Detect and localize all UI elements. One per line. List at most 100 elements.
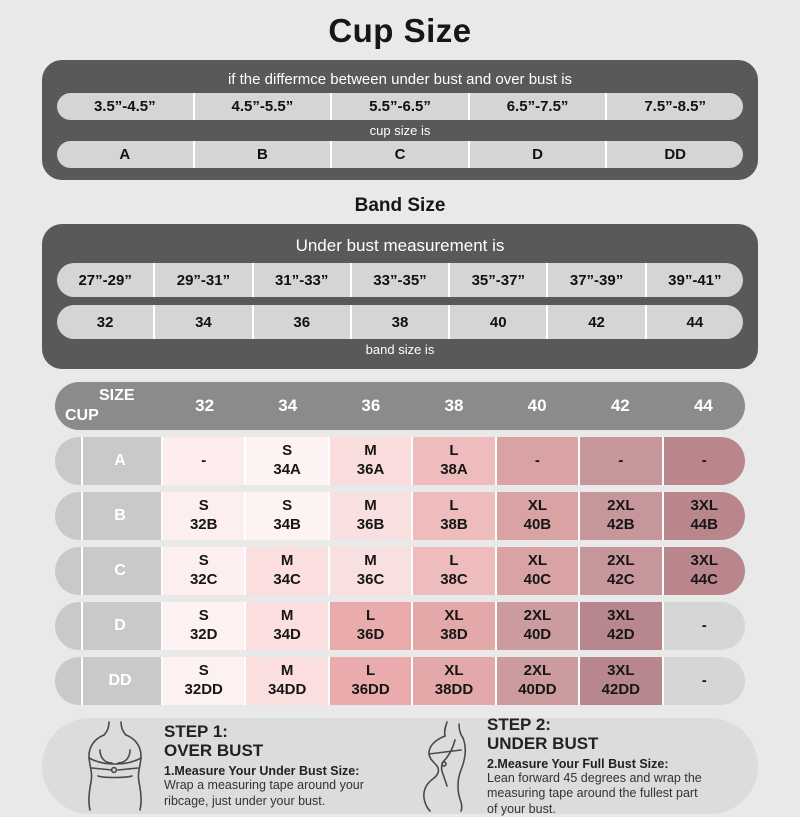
step-2-title: STEP 2: UNDER BUST [487,715,705,753]
instructions-pill: STEP 1: OVER BUST 1.Measure Your Under B… [42,715,758,817]
cup-row-label: DD [55,657,161,705]
cup-size-is-label: cup size is [369,123,431,138]
matrix-cell: - [161,437,245,485]
step-2-text: STEP 2: UNDER BUST 2.Measure Your Full B… [487,715,705,817]
cup-row-label: B [55,492,161,540]
matrix-column-header: 44 [693,396,713,415]
matrix-cell: - [578,437,662,485]
cup-letter-cell: C [330,141,468,168]
matrix-cell: - [494,437,579,485]
cup-range-cell: 7.5”-8.5” [605,93,743,120]
band-range-cell: 29”-31” [153,263,252,297]
page-title: Cup Size [328,12,472,49]
matrix-cell: 3XL 42D [578,602,662,650]
step-1-lead: 1.Measure Your Under Bust Size: [164,764,360,779]
step-2-body: Lean forward 45 degrees and wrap the mea… [487,770,702,816]
matrix-row: DD S 32DD M 34DD L 36DD XL 38DD 2XL 40DD 3XL 42DD - [55,657,745,705]
cup-range-cell: 5.5”-6.5” [330,93,468,120]
band-range-cell: 33”-35” [349,263,449,297]
matrix-cell: 3XL 44B [661,492,745,540]
matrix-body: A - S 34A M 36A L 38A - - - B S 32B S 34B M 36B L 38B XL 40B 2… [55,437,745,705]
band-number-cell: 38 [349,305,449,339]
matrix-cell: M 36A [327,437,412,485]
matrix-cell: M 36C [327,547,412,595]
band-range-cell: 27”-29” [57,263,154,297]
matrix-cell: - [661,437,745,485]
band-panel-header: Under bust measurement is [295,236,505,255]
matrix-cell: L 38A [411,437,495,485]
band-number-cell: 42 [546,305,645,339]
matrix-cell: L 38B [411,492,495,540]
cup-range-cell: 6.5”-7.5” [467,93,606,120]
band-range-row: 27”-29” 29”-31” 31”-33” 33”-35” 35”-37” 37”-3… [57,263,743,297]
cup-range-cell: 4.5”-5.5” [192,93,331,120]
band-size-title: Band Size [354,195,446,216]
matrix-row: C S 32C M 34C M 36C L 38C XL 40C 2XL 42C 3XL 44C [55,547,745,595]
matrix-cell: XL 40B [494,492,579,540]
band-number-cell: 34 [153,305,252,339]
cup-letter-cell: D [467,141,606,168]
matrix-cell: M 36B [327,492,412,540]
matrix-cell: L 36D [327,602,412,650]
matrix-cell: 2XL 42C [578,547,662,595]
band-range-cell: 39”-41” [644,263,743,297]
matrix-corner: SIZE CUP [55,382,163,430]
band-number-row: 32 34 36 38 40 42 44 [57,305,743,339]
band-size-panel: Under bust measurement is 27”-29” 29”-31”… [42,224,758,369]
cup-letter-row: A B C D DD [57,141,743,168]
matrix-row: A - S 34A M 36A L 38A - - - [55,437,745,485]
cup-panel-header: if the differmce between under bust and … [227,71,573,88]
matrix-cell: S 32B [161,492,245,540]
matrix-cell: 3XL 44C [661,547,745,595]
band-number-cell: 44 [644,305,743,339]
band-number-cell: 32 [57,305,154,339]
matrix-column-header: 32 [195,396,215,415]
step-1-number: STEP 1: [164,722,228,742]
step-1-title: STEP 1: OVER BUST [164,722,382,760]
matrix-column-header: 42 [610,396,630,415]
matrix-cell: S 34B [244,492,328,540]
size-matrix: SIZE CUP 32 34 36 38 40 42 44 A - S 34A M 36A L 38A - -… [55,382,745,705]
step-1-name: OVER BUST [164,741,264,761]
matrix-cell: XL 40C [494,547,579,595]
band-number-cell: 36 [251,305,350,339]
matrix-cell: XL 38D [411,602,495,650]
matrix-header-bar: SIZE CUP 32 34 36 38 40 42 44 [55,382,745,430]
step-2-name: UNDER BUST [487,733,599,753]
cup-row-label: D [55,602,161,650]
matrix-cell: L 36DD [327,657,412,705]
matrix-cell: S 32C [161,547,245,595]
matrix-cell: 2XL 40DD [494,657,579,705]
band-size-is-label: band size is [365,342,435,357]
matrix-cell: 2XL 42B [578,492,662,540]
step-1-text: STEP 1: OVER BUST 1.Measure Your Under B… [164,722,382,809]
matrix-column-header: 40 [527,396,547,415]
cup-row-label: C [55,547,161,595]
step-2-lead: 2.Measure Your Full Bust Size: [487,756,669,771]
measure-overbust-figure-icon [76,720,154,812]
cup-range-cell: 3.5”-4.5” [57,93,193,120]
band-range-cell: 37”-39” [546,263,645,297]
matrix-cell: XL 38DD [411,657,495,705]
cup-row-label: A [55,437,161,485]
matrix-row: D S 32D M 34D L 36D XL 38D 2XL 40D 3XL 42D - [55,602,745,650]
corner-cup-label: CUP [65,407,99,424]
matrix-cell: M 34C [244,547,328,595]
matrix-column-header: 38 [444,396,464,415]
band-range-cell: 35”-37” [448,263,547,297]
band-range-cell: 31”-33” [251,263,350,297]
matrix-cell: 2XL 40D [494,602,579,650]
matrix-cell: M 34D [244,602,328,650]
band-number-cell: 40 [448,305,547,339]
matrix-cell: S 32D [161,602,245,650]
matrix-cell: S 32DD [161,657,245,705]
matrix-cell: L 38C [411,547,495,595]
matrix-column-header: 34 [278,396,298,415]
cup-size-panel: if the differmce between under bust and … [42,60,758,180]
corner-size-label: SIZE [99,387,135,404]
matrix-cell: S 34A [244,437,328,485]
cup-letter-cell: A [57,141,193,168]
matrix-column-header: 36 [361,396,381,415]
size-chart-page: Cup Size if the differmce between under … [42,12,758,816]
matrix-cell: - [661,602,745,650]
